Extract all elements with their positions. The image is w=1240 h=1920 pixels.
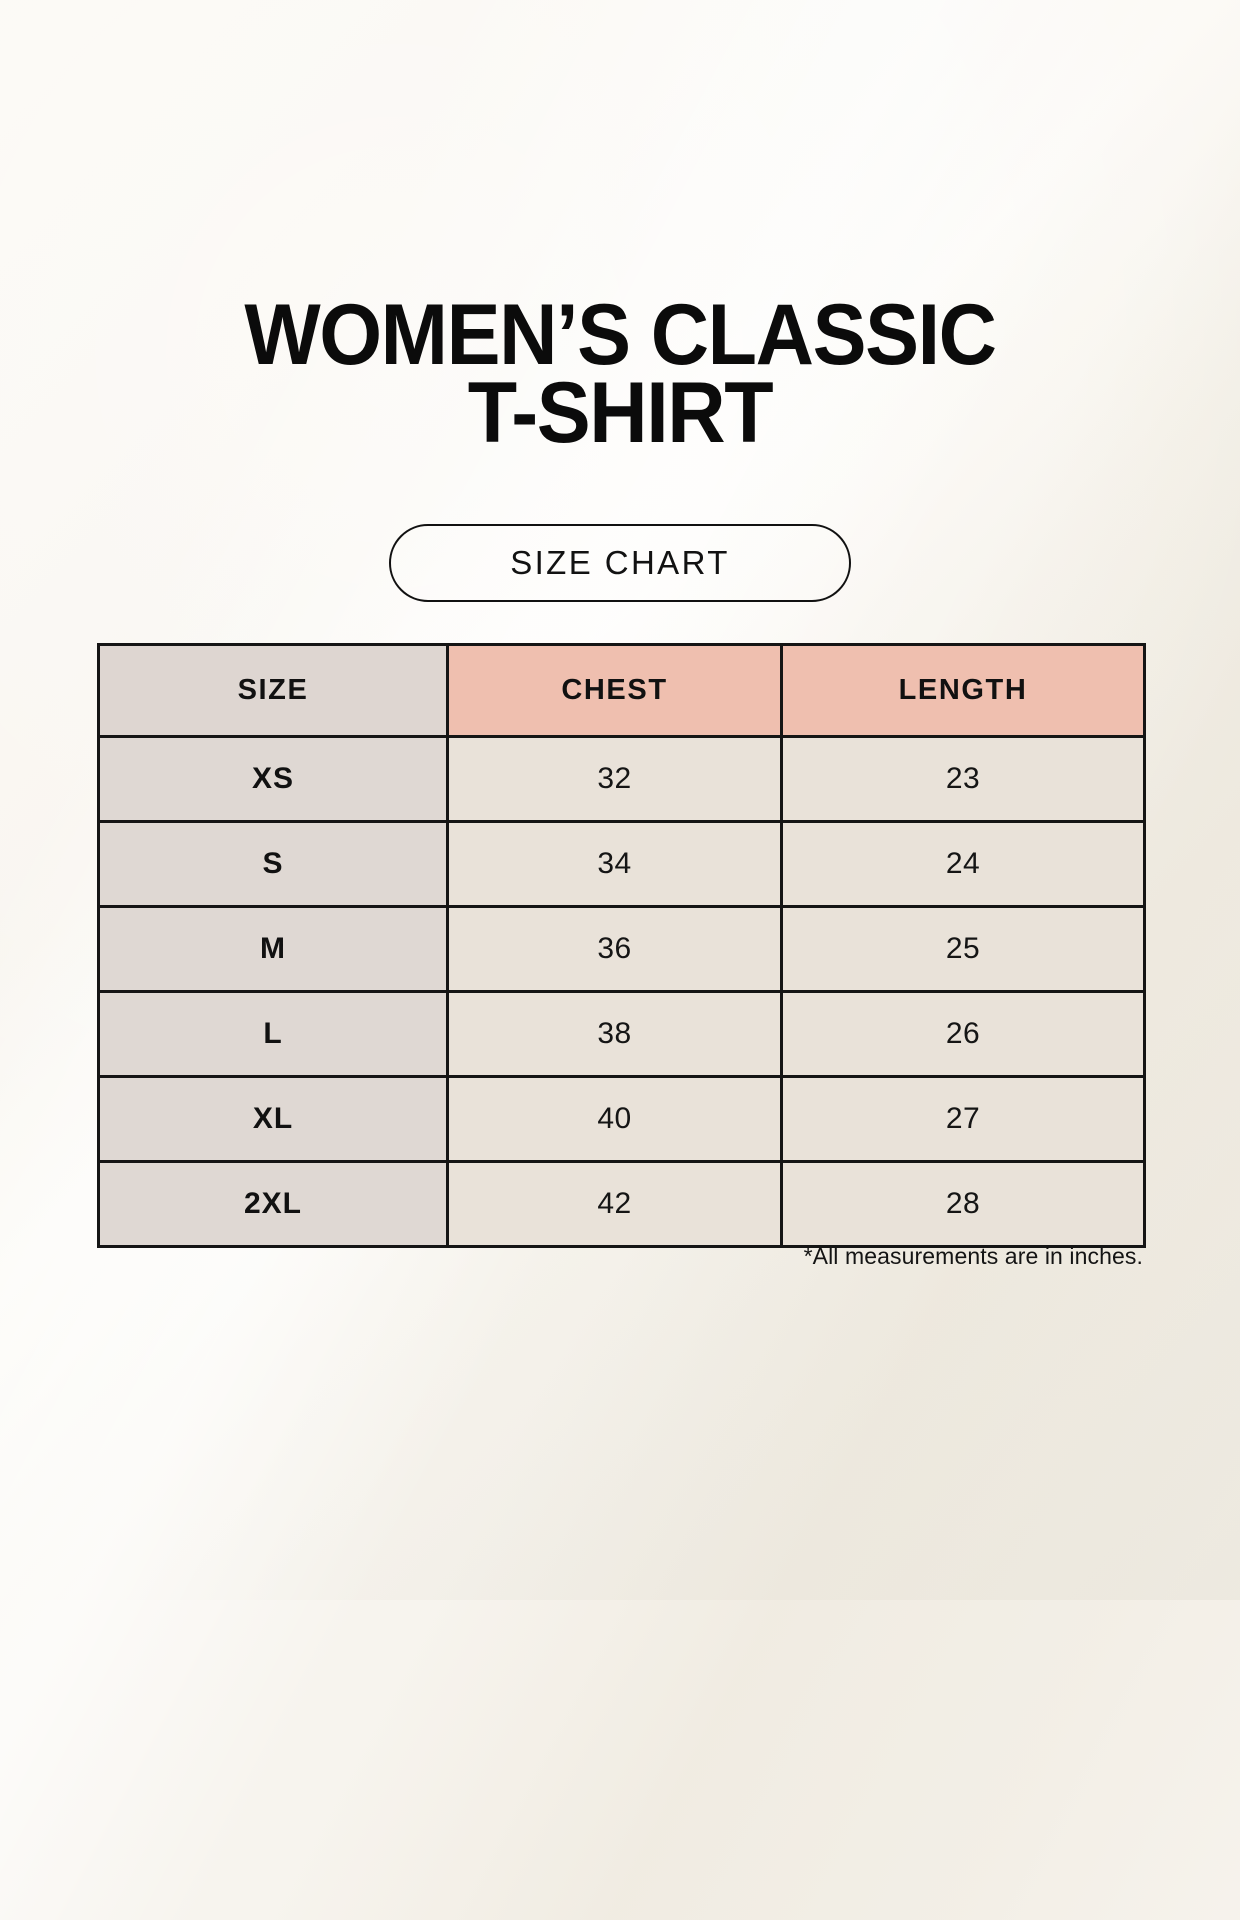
column-header-chest: CHEST bbox=[446, 643, 783, 738]
cell-size: L bbox=[97, 990, 449, 1078]
table-header-row: SIZE CHEST LENGTH bbox=[97, 643, 1146, 738]
table-row: 2XL 42 28 bbox=[97, 1160, 1146, 1248]
cell-size: 2XL bbox=[97, 1160, 449, 1248]
table-row: XL 40 27 bbox=[97, 1075, 1146, 1163]
size-chart-badge-container: SIZE CHART bbox=[0, 524, 1240, 602]
column-header-length: LENGTH bbox=[780, 643, 1146, 738]
size-table: SIZE CHEST LENGTH XS 32 23 S 34 24 M bbox=[97, 643, 1146, 1248]
cell-length: 28 bbox=[780, 1160, 1146, 1248]
size-table-body: XS 32 23 S 34 24 M 36 25 L 38 26 bbox=[97, 735, 1146, 1248]
cell-length: 26 bbox=[780, 990, 1146, 1078]
table-row: L 38 26 bbox=[97, 990, 1146, 1078]
measurement-units-note: *All measurements are in inches. bbox=[803, 1243, 1143, 1269]
cell-chest: 38 bbox=[446, 990, 783, 1078]
page-title-line-1: WOMEN’S CLASSIC bbox=[244, 287, 997, 383]
cell-length: 23 bbox=[780, 735, 1146, 823]
table-row: M 36 25 bbox=[97, 905, 1146, 993]
cell-length: 25 bbox=[780, 905, 1146, 993]
table-row: S 34 24 bbox=[97, 820, 1146, 908]
cell-chest: 32 bbox=[446, 735, 783, 823]
column-header-size: SIZE bbox=[97, 643, 449, 738]
cell-size: XL bbox=[97, 1075, 449, 1163]
size-table-container: SIZE CHEST LENGTH XS 32 23 S 34 24 M bbox=[97, 643, 1146, 1248]
cell-chest: 34 bbox=[446, 820, 783, 908]
cell-chest: 36 bbox=[446, 905, 783, 993]
cell-length: 27 bbox=[780, 1075, 1146, 1163]
size-table-head: SIZE CHEST LENGTH bbox=[97, 643, 1146, 738]
page-title-line-2: T-SHIRT bbox=[467, 365, 774, 461]
cell-size: S bbox=[97, 820, 449, 908]
cell-size: M bbox=[97, 905, 449, 993]
size-chart-badge-label: SIZE CHART bbox=[510, 544, 730, 581]
cell-chest: 42 bbox=[446, 1160, 783, 1248]
cell-size: XS bbox=[97, 735, 449, 823]
cell-length: 24 bbox=[780, 820, 1146, 908]
cell-chest: 40 bbox=[446, 1075, 783, 1163]
size-chart-badge: SIZE CHART bbox=[389, 524, 851, 602]
table-row: XS 32 23 bbox=[97, 735, 1146, 823]
page-title: WOMEN’S CLASSIC T-SHIRT bbox=[0, 287, 1240, 461]
